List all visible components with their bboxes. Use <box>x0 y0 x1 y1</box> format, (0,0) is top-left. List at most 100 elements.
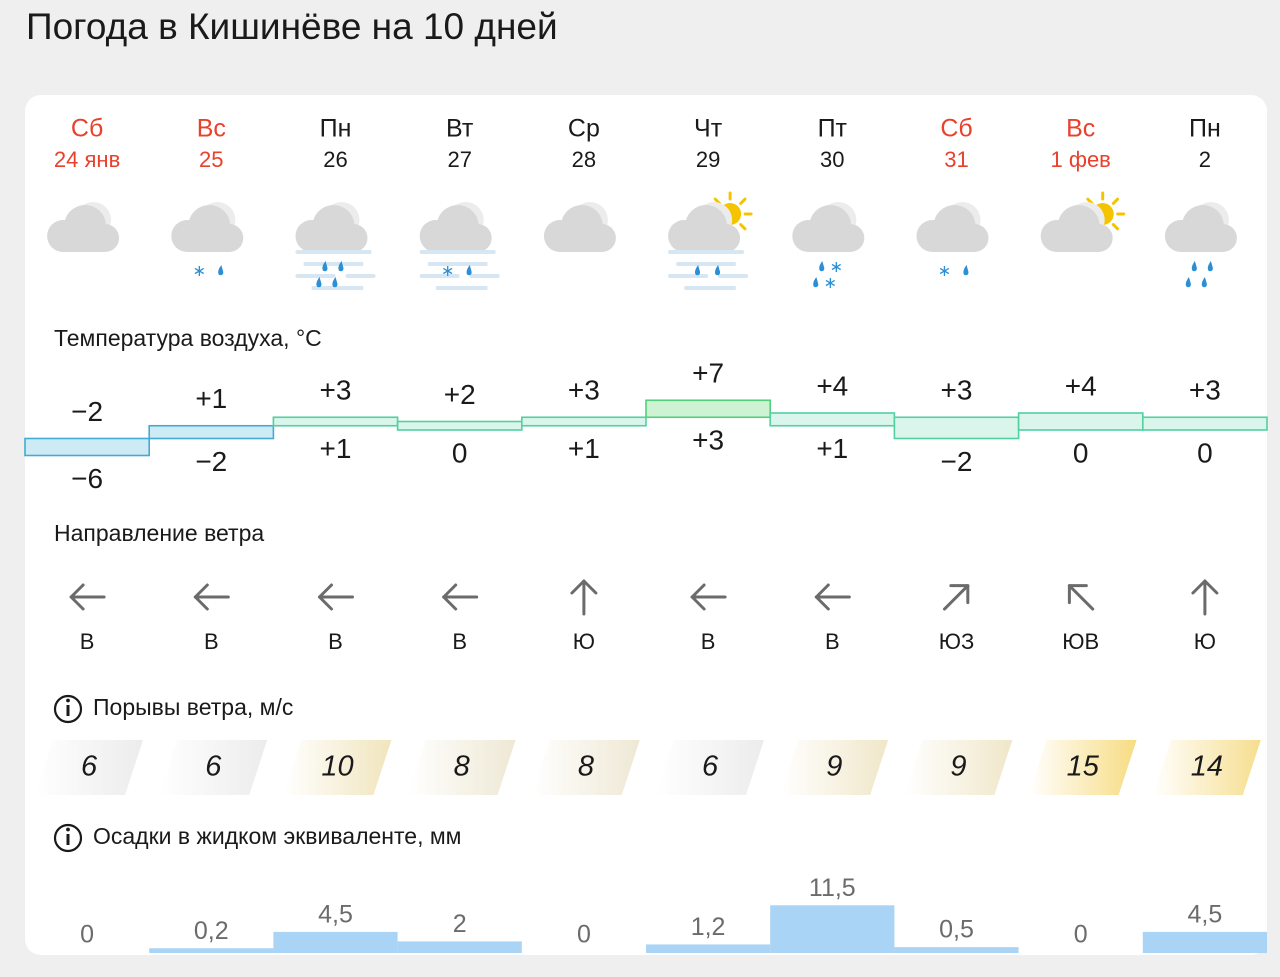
gust-value: 9 <box>826 751 842 783</box>
wind-arrow <box>1067 584 1095 611</box>
svg-text:∗: ∗ <box>824 275 837 292</box>
gust-tile <box>904 740 1013 795</box>
wind-arrow <box>814 583 851 611</box>
gust-tile <box>1028 740 1137 795</box>
temperature-band <box>520 416 647 427</box>
precipitation-bar <box>149 948 274 953</box>
temperature-min: +1 <box>320 433 352 464</box>
temperature-max: +4 <box>1065 370 1097 401</box>
date: 24 янв <box>54 147 120 172</box>
date: 30 <box>820 147 844 172</box>
temperature-min: −2 <box>195 446 227 477</box>
gust-value: 6 <box>702 751 719 783</box>
temperature-band <box>272 416 399 427</box>
precipitation-value: 0 <box>577 921 591 949</box>
temperature-band <box>24 437 150 457</box>
date: 1 фев <box>1051 147 1111 172</box>
weekday: Вс <box>197 115 226 143</box>
svg-text:∗: ∗ <box>441 263 454 280</box>
temperature-max: −2 <box>71 396 103 427</box>
weekday: Вс <box>1066 115 1095 143</box>
weekday: Пн <box>1189 115 1221 143</box>
wind-direction: В <box>80 629 95 654</box>
svg-text:∗: ∗ <box>193 263 206 280</box>
gust-value: 6 <box>81 751 98 783</box>
wind-arrow <box>942 584 970 611</box>
temperature-min: 0 <box>452 437 468 468</box>
gust-tile <box>159 740 268 795</box>
date: 27 <box>447 147 471 172</box>
precipitation-bar <box>1142 931 1267 953</box>
temperature-max: +3 <box>320 375 352 406</box>
wind-direction: ЮЗ <box>939 629 975 654</box>
precipitation-value: 4,5 <box>318 901 353 929</box>
date: 26 <box>323 147 347 172</box>
date: 2 <box>1199 147 1211 172</box>
temperature-max: +3 <box>941 375 973 406</box>
gust-value: 6 <box>205 751 222 783</box>
temperature-min: +1 <box>568 433 600 464</box>
date: 29 <box>696 147 720 172</box>
weather-icon: ∗∗ <box>792 202 865 292</box>
date: 28 <box>572 147 596 172</box>
temperature-max: +1 <box>195 383 227 414</box>
gust-value: 8 <box>454 751 470 783</box>
weekday: Вт <box>446 115 474 143</box>
temperature-min: −2 <box>941 446 973 477</box>
gust-tile <box>407 740 516 795</box>
wind-direction: ЮВ <box>1062 629 1099 654</box>
precipitation-bar <box>770 905 895 953</box>
gust-value: 14 <box>1191 751 1223 783</box>
temperature-band <box>396 420 523 431</box>
wind-direction: В <box>328 629 343 654</box>
wind-arrow <box>442 583 479 611</box>
precipitation-value: 0,2 <box>194 917 229 945</box>
temperature-min: +3 <box>692 425 724 456</box>
date: 31 <box>944 147 968 172</box>
temperature-band <box>1142 416 1268 431</box>
info-icon[interactable] <box>53 823 83 853</box>
wind-arrow <box>318 583 354 611</box>
wind-direction: В <box>701 629 716 654</box>
weather-icon: ∗ <box>419 202 500 290</box>
temperature-max: +3 <box>1189 375 1221 406</box>
wind-arrow <box>1191 579 1219 616</box>
weekday: Сб <box>71 115 103 143</box>
temperature-min: 0 <box>1197 437 1213 468</box>
temperature-band <box>769 412 896 427</box>
wind-arrow <box>570 579 598 616</box>
gust-tile <box>1152 740 1261 795</box>
wind-direction: В <box>204 629 219 654</box>
weekday: Сб <box>940 115 972 143</box>
wind-direction: В <box>452 629 467 654</box>
section-label: Осадки в жидком эквиваленте, мм <box>93 823 461 849</box>
precipitation-value: 11,5 <box>809 874 856 902</box>
temperature-max: +2 <box>444 379 476 410</box>
precipitation-value: 0 <box>1074 921 1088 949</box>
precipitation-value: 2 <box>453 910 467 938</box>
precipitation-bar <box>646 944 771 953</box>
weather-icon: ∗ <box>171 202 244 280</box>
temperature-band <box>148 424 275 440</box>
weekday: Пн <box>320 115 352 143</box>
info-icon[interactable] <box>53 694 83 724</box>
temperature-min: +1 <box>816 433 848 464</box>
precipitation-bar <box>397 941 522 953</box>
temperature-band <box>893 416 1020 440</box>
weather-icon: ∗ <box>916 202 989 280</box>
precipitation-bar <box>894 947 1019 953</box>
weather-icon <box>543 202 616 252</box>
weather-icon <box>1040 191 1126 252</box>
temperature-min: −6 <box>71 463 103 494</box>
weekday: Пт <box>818 115 848 143</box>
wind-arrow <box>690 583 727 611</box>
wind-direction: Ю <box>573 629 595 654</box>
gust-value: 8 <box>578 751 594 783</box>
temperature-band <box>645 399 771 419</box>
section-label: Температура воздуха, °С <box>54 325 322 351</box>
svg-text:∗: ∗ <box>938 263 951 280</box>
gust-tile <box>35 740 143 795</box>
weather-icon <box>47 202 120 252</box>
